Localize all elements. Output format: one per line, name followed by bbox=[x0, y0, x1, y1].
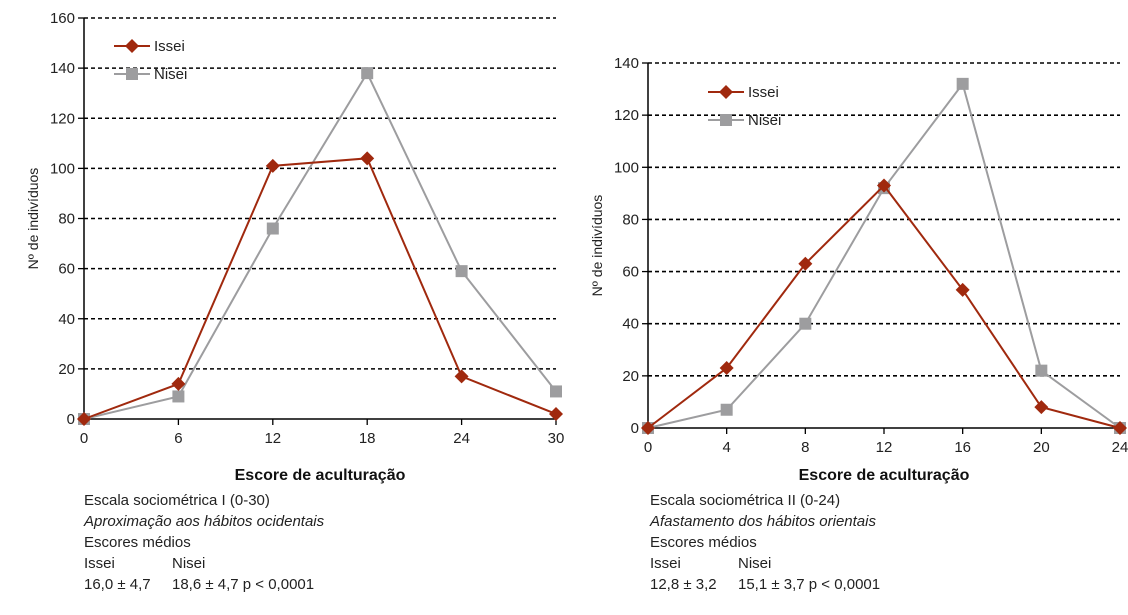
y-tick-label: 60 bbox=[58, 261, 75, 278]
notes-escala-1: Escala sociométrica I (0-30) Aproximação… bbox=[84, 490, 324, 595]
data-point bbox=[1035, 364, 1048, 377]
x-tick-label: 18 bbox=[359, 430, 376, 447]
data-point bbox=[454, 369, 469, 384]
y-tick-label: 0 bbox=[67, 411, 75, 428]
legend-marker bbox=[126, 68, 138, 80]
data-point bbox=[877, 178, 891, 193]
legend-marker bbox=[719, 85, 733, 99]
value-nisei: 15,1 ± 3,7 p < 0,0001 bbox=[738, 576, 881, 593]
data-point bbox=[360, 151, 375, 166]
legend-item-nisei: Nisei bbox=[114, 66, 187, 83]
means-value-row: 16,0 ± 4,7 18,6 ± 4,7 p < 0,0001 bbox=[84, 574, 324, 595]
means-header-row: Issei Nisei bbox=[650, 553, 880, 574]
y-tick-label: 40 bbox=[622, 316, 639, 333]
data-point bbox=[956, 77, 969, 90]
data-point bbox=[719, 361, 734, 376]
scale-description: Afastamento dos hábitos orientais bbox=[650, 513, 876, 530]
y-tick-label: 80 bbox=[622, 211, 639, 228]
x-tick-label: 4 bbox=[722, 439, 730, 456]
data-point bbox=[641, 421, 655, 435]
data-point bbox=[265, 158, 280, 173]
y-tick-label: 120 bbox=[614, 107, 639, 124]
data-point bbox=[171, 376, 186, 391]
data-point bbox=[77, 412, 91, 426]
chart-escala-2: 0 20 40 60 80 100 120 140 0 4 8 12 16 20 24 Escore de a… bbox=[589, 55, 1128, 484]
col-nisei: Nisei bbox=[172, 555, 206, 572]
y-tick-label: 120 bbox=[50, 110, 75, 127]
x-tick-label: 0 bbox=[80, 430, 88, 447]
data-point bbox=[455, 265, 468, 278]
series-nisei bbox=[642, 77, 1126, 434]
data-point bbox=[1113, 421, 1127, 435]
value-nisei: 18,6 ± 4,7 p < 0,0001 bbox=[172, 576, 315, 593]
x-tick-label: 24 bbox=[453, 430, 470, 447]
legend-item-issei: Issei bbox=[114, 38, 185, 55]
data-point bbox=[720, 403, 733, 416]
y-tick-label: 100 bbox=[50, 160, 75, 177]
scale-name: Escala sociométrica I (0-30) bbox=[84, 492, 270, 509]
series-nisei bbox=[78, 67, 562, 425]
x-tick-label: 20 bbox=[1033, 439, 1050, 456]
scale-description: Aproximação aos hábitos ocidentais bbox=[84, 513, 325, 530]
x-tick-label: 0 bbox=[644, 439, 652, 456]
y-axis-title: Nº de indivíduos bbox=[25, 168, 41, 270]
x-tick-label: 24 bbox=[1112, 439, 1128, 456]
data-point bbox=[361, 67, 374, 80]
means-title: Escores médios bbox=[650, 534, 757, 551]
col-nisei: Nisei bbox=[738, 555, 772, 572]
y-tick-label: 60 bbox=[622, 264, 639, 281]
series-issei bbox=[641, 178, 1127, 435]
value-issei: 16,0 ± 4,7 bbox=[84, 576, 151, 593]
y-tick-label: 20 bbox=[58, 361, 75, 378]
x-tick-label: 30 bbox=[548, 430, 564, 447]
legend-marker bbox=[125, 39, 139, 53]
value-issei: 12,8 ± 3,2 bbox=[650, 576, 717, 593]
means-header-row: Issei Nisei bbox=[84, 553, 324, 574]
y-tick-label: 40 bbox=[58, 311, 75, 328]
data-point bbox=[955, 282, 970, 297]
x-tick-label: 12 bbox=[264, 430, 281, 447]
data-point bbox=[799, 317, 812, 330]
x-tick-label: 16 bbox=[954, 439, 971, 456]
legend-item-issei: Issei bbox=[708, 84, 779, 101]
y-tick-label: 20 bbox=[622, 368, 639, 385]
series-issei bbox=[77, 151, 563, 426]
data-point bbox=[266, 222, 279, 235]
series-line bbox=[647, 184, 1121, 429]
y-tick-label: 80 bbox=[58, 211, 75, 228]
x-tick-label: 12 bbox=[876, 439, 893, 456]
series-line bbox=[83, 157, 557, 420]
y-tick-label: 160 bbox=[50, 10, 75, 27]
data-point bbox=[550, 385, 562, 398]
means-title: Escores médios bbox=[84, 534, 191, 551]
x-axis-title: Escore de aculturação bbox=[235, 467, 406, 484]
col-issei: Issei bbox=[84, 555, 115, 572]
data-point bbox=[549, 406, 563, 421]
chart-escala-1: 0 20 40 60 80 100 120 140 160 0 6 12 18 24 30 Escore de… bbox=[25, 10, 564, 484]
col-issei: Issei bbox=[650, 555, 681, 572]
legend-marker bbox=[720, 114, 732, 126]
x-axis-title: Escore de aculturação bbox=[799, 467, 970, 484]
scale-name: Escala sociométrica II (0-24) bbox=[650, 492, 841, 509]
y-axis-title: Nº de indivíduos bbox=[589, 195, 605, 297]
legend-label: Nisei bbox=[748, 112, 781, 129]
legend-label: Issei bbox=[154, 38, 185, 55]
series-line bbox=[83, 71, 557, 420]
legend-label: Nisei bbox=[154, 66, 187, 83]
y-tick-label: 140 bbox=[614, 55, 639, 72]
y-tick-label: 0 bbox=[631, 420, 639, 437]
legend-item-nisei: Nisei bbox=[708, 112, 781, 129]
data-point bbox=[1034, 400, 1049, 415]
y-tick-label: 100 bbox=[614, 159, 639, 176]
x-tick-label: 8 bbox=[801, 439, 809, 456]
data-point bbox=[172, 390, 185, 403]
data-point bbox=[798, 256, 813, 271]
legend-label: Issei bbox=[748, 84, 779, 101]
means-value-row: 12,8 ± 3,2 15,1 ± 3,7 p < 0,0001 bbox=[650, 574, 880, 595]
y-tick-label: 140 bbox=[50, 60, 75, 77]
x-tick-label: 6 bbox=[174, 430, 182, 447]
notes-escala-2: Escala sociométrica II (0-24) Afastament… bbox=[650, 490, 880, 595]
